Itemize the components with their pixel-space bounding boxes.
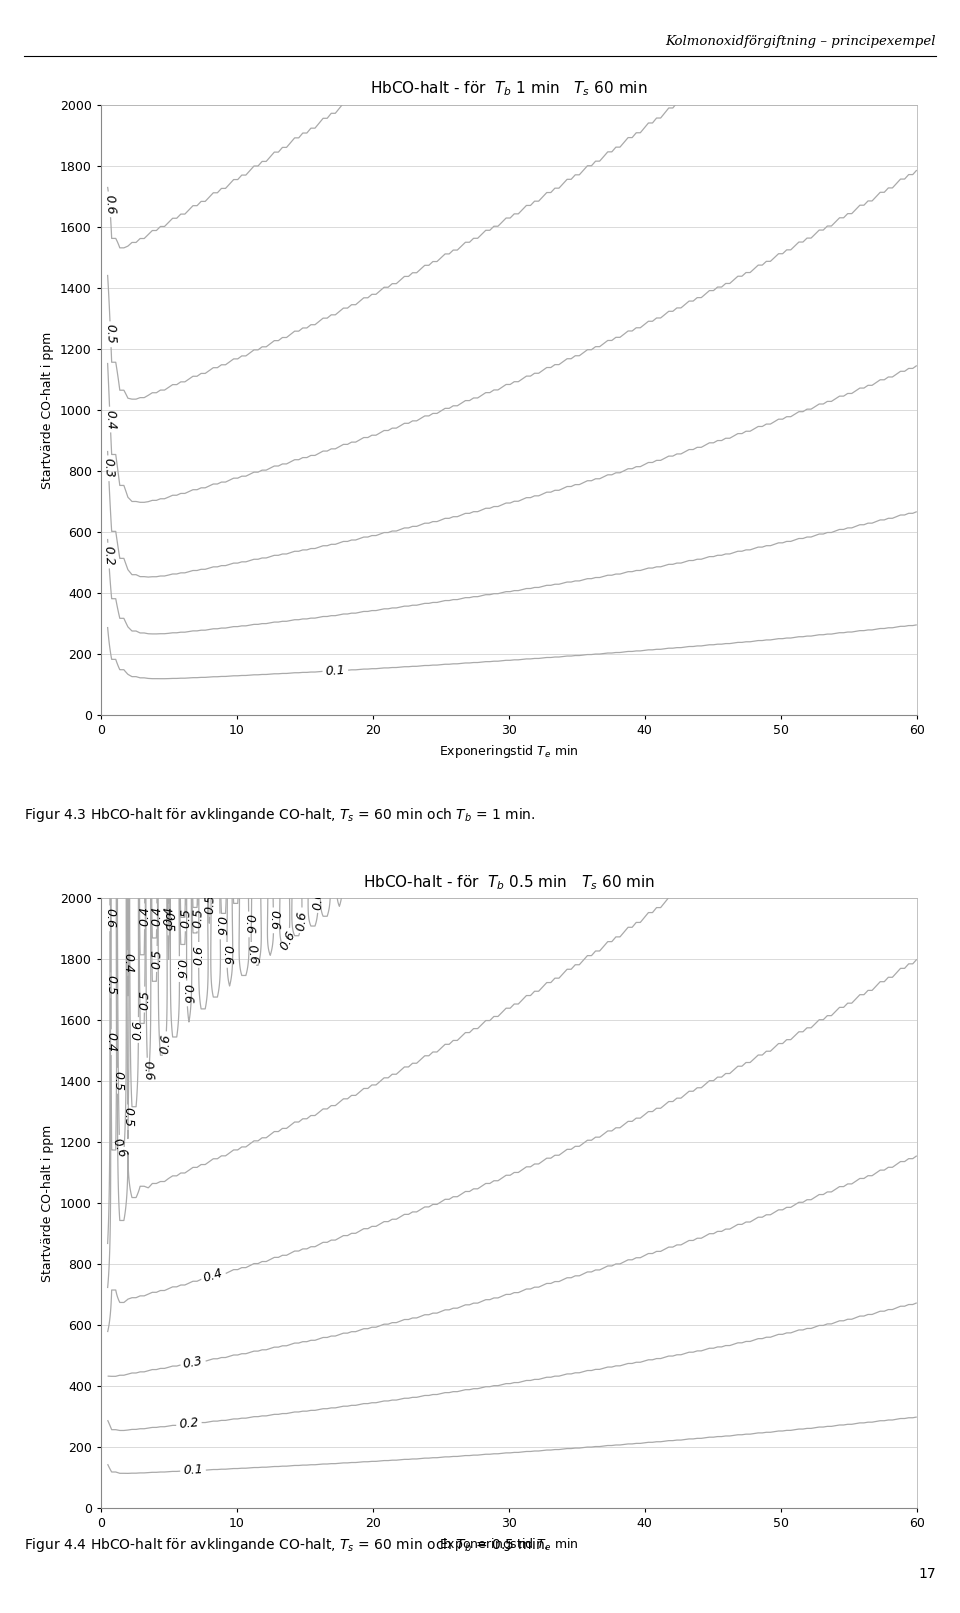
Text: Figur 4.4 HbCO-halt för avklingande CO-halt, $T_s$ = 60 min och $T_b$ = 0.5 min.: Figur 4.4 HbCO-halt för avklingande CO-h… [24, 1536, 549, 1553]
Text: 17: 17 [919, 1566, 936, 1581]
Text: 0.1: 0.1 [182, 1463, 204, 1478]
Text: 0.4: 0.4 [121, 953, 134, 973]
Title: HbCO-halt - för  $T_b$ 1 min   $T_s$ 60 min: HbCO-halt - för $T_b$ 1 min $T_s$ 60 min [370, 79, 648, 98]
Title: HbCO-halt - för  $T_b$ 0.5 min   $T_s$ 60 min: HbCO-halt - för $T_b$ 0.5 min $T_s$ 60 m… [363, 873, 655, 892]
Text: 0.4: 0.4 [202, 1266, 225, 1284]
Text: 0.6: 0.6 [295, 910, 309, 931]
Y-axis label: Startvärde CO-halt i ppm: Startvärde CO-halt i ppm [41, 1124, 55, 1282]
Text: 0.6: 0.6 [192, 945, 205, 965]
Text: 0.4: 0.4 [105, 1032, 118, 1052]
Text: 0.5: 0.5 [151, 948, 163, 969]
Text: 0.6: 0.6 [132, 1019, 145, 1040]
Text: 0.4: 0.4 [151, 907, 163, 926]
Text: 0.5: 0.5 [111, 1071, 124, 1090]
Text: 0.6: 0.6 [180, 984, 194, 1003]
Y-axis label: Startvärde CO-halt i ppm: Startvärde CO-halt i ppm [41, 331, 55, 489]
Text: Figur 4.3 HbCO-halt för avklingande CO-halt, $T_s$ = 60 min och $T_b$ = 1 min.: Figur 4.3 HbCO-halt för avklingande CO-h… [24, 806, 536, 824]
X-axis label: Exponeringstid $T_e$ min: Exponeringstid $T_e$ min [439, 1536, 579, 1553]
Text: 0.5: 0.5 [180, 908, 192, 929]
Text: 0.5: 0.5 [104, 324, 117, 345]
Text: 0.5: 0.5 [138, 989, 152, 1010]
Text: 0.5: 0.5 [204, 894, 217, 915]
Text: 0.6: 0.6 [244, 944, 259, 966]
Text: 0.6: 0.6 [213, 916, 227, 937]
Text: 0.6: 0.6 [277, 929, 299, 953]
Text: 0.6: 0.6 [140, 1060, 156, 1081]
X-axis label: Exponeringstid $T_e$ min: Exponeringstid $T_e$ min [439, 742, 579, 760]
Text: 0.5: 0.5 [191, 908, 204, 929]
Text: 0.6: 0.6 [221, 945, 233, 965]
Text: 0.2: 0.2 [102, 545, 115, 566]
Text: 0.4: 0.4 [162, 907, 176, 926]
Text: 0.5: 0.5 [104, 976, 117, 995]
Text: 0.6: 0.6 [173, 960, 186, 979]
Text: 0.6: 0.6 [104, 908, 116, 929]
Text: 0.1: 0.1 [325, 665, 346, 677]
Text: 0.6: 0.6 [267, 910, 280, 931]
Text: 0.6: 0.6 [311, 890, 325, 910]
Text: 0.4: 0.4 [138, 907, 152, 926]
Text: 0.5: 0.5 [161, 913, 175, 932]
Text: 0.2: 0.2 [179, 1416, 200, 1431]
Text: 0.5: 0.5 [121, 1107, 134, 1127]
Text: 0.3: 0.3 [182, 1355, 204, 1371]
Text: 0.6: 0.6 [242, 915, 255, 934]
Text: 0.3: 0.3 [102, 458, 115, 479]
Text: 0.4: 0.4 [103, 410, 117, 429]
Text: 0.6: 0.6 [103, 194, 117, 215]
Text: 0.6: 0.6 [158, 1034, 173, 1055]
Text: 0.6: 0.6 [110, 1136, 130, 1160]
Text: Kolmonoxidförgiftning – principexempel: Kolmonoxidförgiftning – principexempel [665, 35, 936, 48]
